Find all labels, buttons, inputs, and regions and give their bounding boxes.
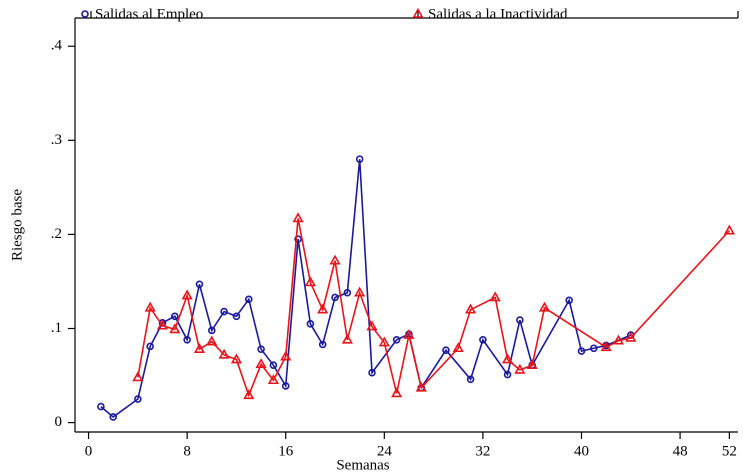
- data-point: [304, 276, 316, 287]
- data-point: [354, 286, 366, 297]
- x-tick-label: 8: [183, 443, 191, 459]
- x-tick-label: 16: [278, 443, 294, 459]
- data-point: [331, 293, 339, 302]
- data-point: [244, 295, 253, 304]
- data-point: [355, 155, 364, 163]
- data-point: [343, 288, 352, 297]
- data-point: [415, 381, 427, 392]
- data-point: [317, 303, 329, 314]
- data-point: [391, 387, 403, 398]
- data-point: [255, 358, 267, 369]
- x-tick-label: 32: [475, 443, 490, 459]
- data-point: [625, 331, 637, 342]
- data-point: [220, 307, 228, 316]
- data-point: [489, 291, 501, 302]
- y-tick-label: .2: [51, 226, 62, 242]
- data-point: [514, 363, 526, 374]
- data-point: [723, 224, 735, 235]
- data-point: [144, 301, 156, 312]
- data-point: [257, 345, 265, 354]
- data-point: [134, 395, 142, 403]
- data-point: [207, 326, 216, 335]
- data-point: [267, 374, 279, 385]
- x-tick-label: 40: [574, 443, 589, 459]
- data-point: [403, 328, 415, 339]
- legend-label: Salidas al Empleo: [95, 6, 203, 22]
- data-point: [526, 359, 538, 369]
- x-axis-label: Semanas: [336, 457, 389, 473]
- legend-marker: [412, 7, 424, 18]
- data-point: [516, 316, 524, 324]
- data-point: [243, 389, 255, 400]
- data-point: [590, 344, 598, 353]
- data-point: [612, 334, 625, 345]
- data-point: [538, 301, 551, 312]
- x-tick-label: 48: [673, 443, 688, 459]
- data-point: [132, 371, 144, 382]
- data-point: [318, 340, 327, 349]
- data-point: [501, 353, 514, 364]
- data-point: [452, 342, 464, 353]
- data-point: [392, 335, 401, 344]
- data-point: [97, 402, 105, 411]
- data-point: [183, 335, 191, 344]
- data-point: [442, 346, 450, 354]
- data-point: [600, 341, 612, 352]
- data-point: [181, 289, 193, 300]
- data-point: [146, 342, 154, 351]
- y-axis-label: Riesgo base: [9, 189, 25, 261]
- y-tick-label: .3: [51, 132, 62, 148]
- data-point: [171, 312, 179, 321]
- data-point: [206, 335, 218, 346]
- data-point: [341, 333, 353, 344]
- y-tick-label: .4: [51, 38, 63, 54]
- data-point: [294, 235, 302, 243]
- data-point: [479, 335, 487, 344]
- data-point: [195, 280, 204, 289]
- data-point: [156, 319, 169, 330]
- x-tick-label: 52: [722, 443, 737, 459]
- data-point: [269, 361, 278, 369]
- data-point: [281, 382, 290, 390]
- data-point: [169, 323, 181, 334]
- data-point: [466, 375, 475, 384]
- data-point: [230, 353, 243, 364]
- data-point: [218, 348, 230, 359]
- legend-label: Salidas a la Inactividad: [428, 6, 568, 22]
- data-point: [503, 370, 512, 379]
- data-point: [565, 296, 573, 305]
- data-point: [378, 336, 390, 347]
- series-line: [100, 159, 632, 418]
- y-tick-label: .1: [51, 320, 62, 336]
- data-point: [292, 212, 304, 223]
- data-point: [329, 254, 341, 265]
- legend-marker: [81, 10, 89, 18]
- data-point: [465, 303, 477, 314]
- data-point: [306, 319, 315, 328]
- data-point: [232, 312, 241, 321]
- data-point: [366, 320, 378, 331]
- x-tick-label: 24: [377, 443, 393, 459]
- y-tick-label: 0: [55, 414, 63, 430]
- data-point: [280, 350, 292, 361]
- data-point: [368, 368, 376, 377]
- data-point: [577, 347, 586, 355]
- data-point: [109, 413, 118, 421]
- data-point: [193, 343, 206, 353]
- x-tick-label: 0: [85, 443, 93, 459]
